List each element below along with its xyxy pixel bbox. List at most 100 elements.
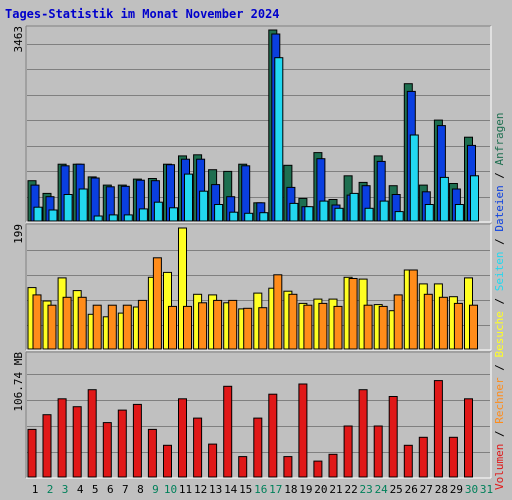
bar-rechner-day-7 [122, 304, 132, 350]
day-label-19: 19 [299, 483, 312, 496]
bar-rechner-day-20 [318, 302, 328, 350]
bar-seiten-day-13 [214, 204, 224, 222]
day-label-14: 14 [224, 483, 238, 496]
bar-rechner-day-4 [77, 296, 87, 350]
bar-besuche-day-11 [178, 227, 187, 350]
bar-volumen-day-26 [403, 444, 413, 478]
bar-rechner-day-1 [32, 294, 42, 350]
legend-separator: / [493, 165, 506, 185]
bar-seiten-day-29 [454, 204, 464, 222]
y-max-label: 199 [12, 224, 25, 244]
bar-rechner-day-26 [408, 269, 418, 350]
bar-seiten-day-21 [334, 207, 344, 222]
bar-volumen-day-22 [343, 425, 353, 478]
bar-seiten-day-11 [184, 173, 193, 222]
bar-volumen-day-20 [313, 460, 323, 478]
day-label-10: 10 [164, 483, 177, 496]
day-label-5: 5 [92, 483, 99, 496]
day-label-21: 21 [329, 483, 342, 496]
day-label-27: 27 [420, 483, 433, 496]
bar-volumen-day-27 [418, 436, 428, 478]
day-label-29: 29 [450, 483, 463, 496]
bar-rechner-day-28 [438, 296, 448, 350]
bar-seiten-day-28 [439, 176, 449, 222]
day-label-7: 7 [122, 483, 129, 496]
bar-seiten-day-24 [379, 200, 389, 222]
bar-rechner-day-12 [198, 302, 208, 350]
bar-rechner-day-30 [469, 304, 478, 350]
bar-volumen-day-1 [27, 428, 37, 478]
bar-seiten-day-1 [33, 206, 43, 222]
bar-volumen-day-9 [147, 428, 157, 478]
bar-seiten-day-18 [289, 202, 299, 222]
bar-rechner-day-23 [363, 304, 373, 350]
bar-seiten-day-4 [78, 188, 88, 222]
bar-seiten-day-6 [108, 214, 118, 222]
bar-seiten-day-25 [394, 211, 404, 222]
bar-rechner-day-8 [137, 299, 147, 350]
bar-rechner-day-27 [423, 293, 433, 350]
day-label-1: 1 [32, 483, 39, 496]
bar-seiten-day-14 [229, 211, 239, 222]
bar-rechner-day-16 [258, 307, 268, 350]
day-label-30: 30 [465, 483, 478, 496]
bar-volumen-day-2 [42, 414, 52, 478]
bar-rechner-day-17 [273, 274, 283, 350]
bar-rechner-day-22 [348, 278, 358, 350]
chart-title: Tages-Statistik im Monat November 2024 [5, 7, 280, 21]
bar-volumen-day-17 [268, 393, 278, 478]
bar-dateien-day-5 [90, 177, 100, 222]
bar-seiten-day-9 [153, 201, 163, 222]
legend-dateien: Dateien [493, 185, 506, 231]
bar-volumen-day-13 [208, 443, 218, 478]
day-label-28: 28 [435, 483, 448, 496]
bar-rechner-day-25 [393, 294, 403, 350]
bar-rechner-day-3 [62, 296, 72, 350]
bar-seiten-day-26 [409, 134, 419, 222]
bar-rechner-day-11 [183, 305, 192, 350]
bar-rechner-day-19 [303, 304, 313, 350]
bar-dateien-day-15 [241, 165, 251, 222]
bar-rechner-day-14 [228, 299, 238, 350]
bar-volumen-day-25 [388, 396, 398, 478]
day-label-20: 20 [314, 483, 327, 496]
bar-volumen-day-4 [72, 406, 82, 478]
bar-volumen-day-5 [87, 389, 97, 478]
bar-seiten-day-8 [138, 208, 148, 222]
bar-rechner-day-10 [168, 305, 177, 350]
day-label-31: 31 [480, 483, 493, 496]
bar-volumen-day-8 [132, 403, 142, 478]
bar-volumen-day-3 [57, 398, 67, 478]
bar-rechner-day-29 [453, 302, 463, 350]
day-label-12: 12 [194, 483, 207, 496]
day-label-18: 18 [284, 483, 297, 496]
day-label-17: 17 [269, 483, 282, 496]
y-max-label: 3463 [12, 26, 25, 53]
bar-rechner-day-18 [288, 293, 298, 350]
bar-volumen-day-15 [238, 456, 248, 478]
day-label-15: 15 [239, 483, 252, 496]
day-label-26: 26 [405, 483, 418, 496]
bar-seiten-day-19 [304, 206, 314, 222]
bar-rechner-day-15 [243, 307, 253, 350]
bar-rechner-day-24 [378, 305, 388, 350]
bar-seiten-day-15 [244, 212, 254, 222]
legend-besuche: Besuche [493, 311, 506, 357]
bar-seiten-day-7 [123, 214, 133, 222]
bar-volumen-day-18 [283, 456, 293, 478]
bar-seiten-day-27 [424, 204, 434, 222]
bar-volumen-day-14 [223, 385, 233, 478]
legend-volumen: Volumen [493, 444, 506, 490]
day-label-11: 11 [179, 483, 192, 496]
legend-separator: / [493, 232, 506, 252]
bar-rechner-day-21 [333, 305, 343, 350]
day-label-16: 16 [254, 483, 267, 496]
bar-volumen-day-11 [178, 398, 187, 478]
bar-seiten-day-22 [349, 192, 359, 222]
bar-volumen-day-29 [448, 436, 458, 478]
bar-volumen-day-23 [358, 389, 368, 478]
bar-volumen-day-16 [253, 417, 263, 478]
day-label-6: 6 [107, 483, 114, 496]
day-label-8: 8 [137, 483, 144, 496]
